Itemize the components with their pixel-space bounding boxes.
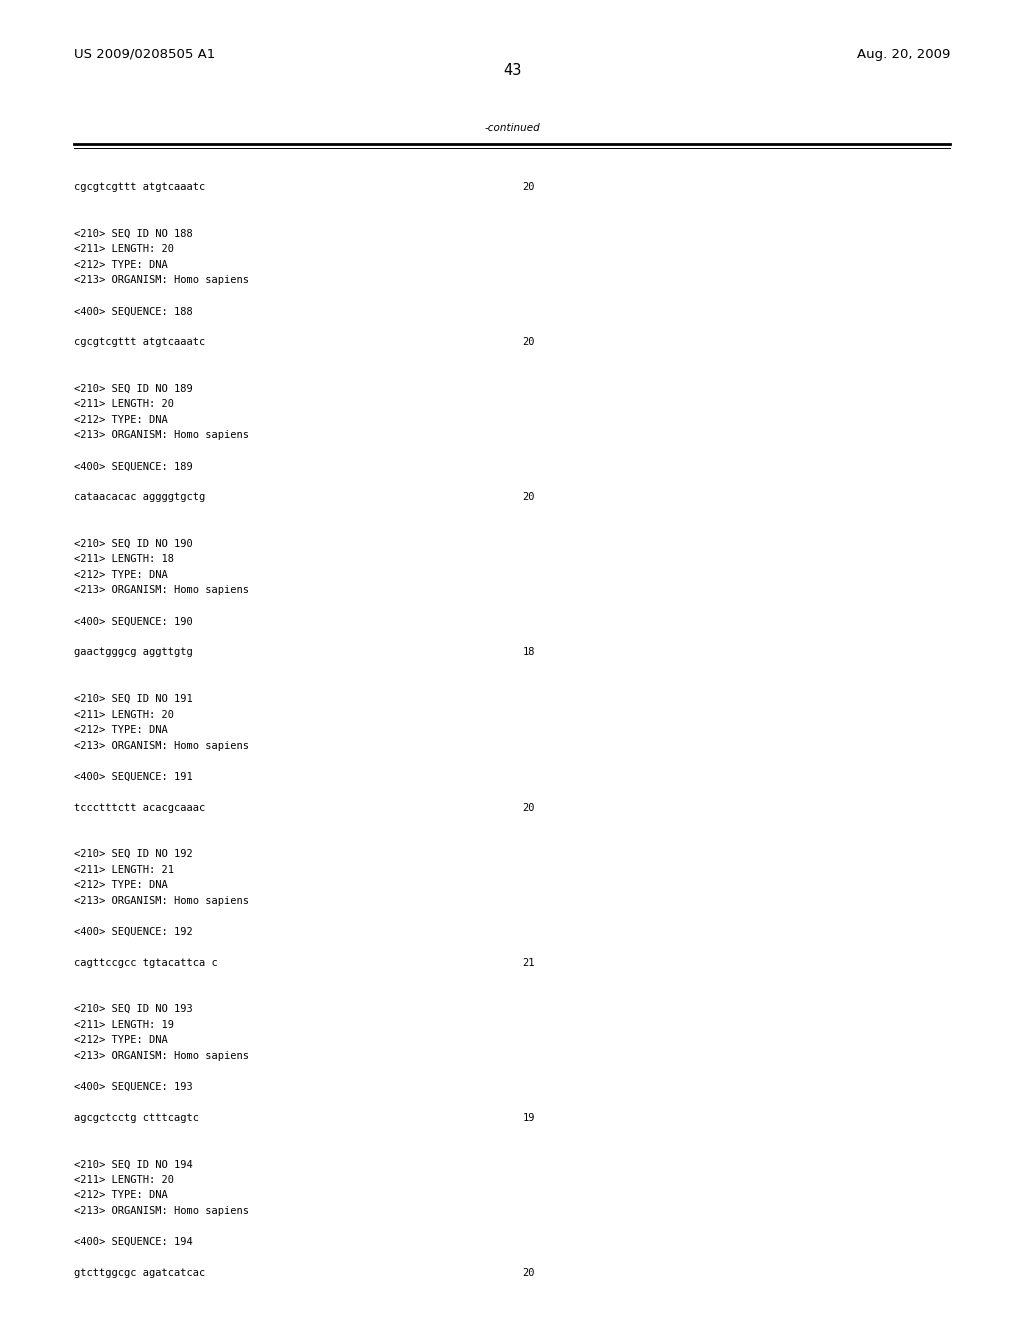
Text: <210> SEQ ID NO 191: <210> SEQ ID NO 191	[74, 694, 193, 704]
Text: <211> LENGTH: 20: <211> LENGTH: 20	[74, 710, 174, 719]
Text: <212> TYPE: DNA: <212> TYPE: DNA	[74, 414, 168, 425]
Text: <211> LENGTH: 21: <211> LENGTH: 21	[74, 865, 174, 875]
Text: <213> ORGANISM: Homo sapiens: <213> ORGANISM: Homo sapiens	[74, 1206, 249, 1216]
Text: cagttccgcc tgtacattca c: cagttccgcc tgtacattca c	[74, 958, 217, 968]
Text: <213> ORGANISM: Homo sapiens: <213> ORGANISM: Homo sapiens	[74, 741, 249, 751]
Text: gaactgggcg aggttgtg: gaactgggcg aggttgtg	[74, 647, 193, 657]
Text: cgcgtcgttt atgtcaaatc: cgcgtcgttt atgtcaaatc	[74, 338, 205, 347]
Text: <212> TYPE: DNA: <212> TYPE: DNA	[74, 1191, 168, 1200]
Text: <212> TYPE: DNA: <212> TYPE: DNA	[74, 880, 168, 890]
Text: 20: 20	[522, 1267, 535, 1278]
Text: <400> SEQUENCE: 189: <400> SEQUENCE: 189	[74, 462, 193, 471]
Text: <211> LENGTH: 19: <211> LENGTH: 19	[74, 1019, 174, 1030]
Text: <400> SEQUENCE: 191: <400> SEQUENCE: 191	[74, 771, 193, 781]
Text: <400> SEQUENCE: 193: <400> SEQUENCE: 193	[74, 1082, 193, 1092]
Text: <400> SEQUENCE: 194: <400> SEQUENCE: 194	[74, 1237, 193, 1247]
Text: cgcgtcgttt atgtcaaatc: cgcgtcgttt atgtcaaatc	[74, 182, 205, 193]
Text: <210> SEQ ID NO 192: <210> SEQ ID NO 192	[74, 849, 193, 859]
Text: 43: 43	[503, 63, 521, 78]
Text: <211> LENGTH: 20: <211> LENGTH: 20	[74, 1175, 174, 1185]
Text: <210> SEQ ID NO 189: <210> SEQ ID NO 189	[74, 384, 193, 393]
Text: 20: 20	[522, 338, 535, 347]
Text: <211> LENGTH: 20: <211> LENGTH: 20	[74, 244, 174, 255]
Text: 18: 18	[522, 647, 535, 657]
Text: <212> TYPE: DNA: <212> TYPE: DNA	[74, 725, 168, 735]
Text: -continued: -continued	[484, 123, 540, 133]
Text: tccctttctt acacgcaaac: tccctttctt acacgcaaac	[74, 803, 205, 813]
Text: <211> LENGTH: 18: <211> LENGTH: 18	[74, 554, 174, 565]
Text: <210> SEQ ID NO 193: <210> SEQ ID NO 193	[74, 1005, 193, 1014]
Text: <213> ORGANISM: Homo sapiens: <213> ORGANISM: Homo sapiens	[74, 276, 249, 285]
Text: 20: 20	[522, 182, 535, 193]
Text: <400> SEQUENCE: 190: <400> SEQUENCE: 190	[74, 616, 193, 627]
Text: <210> SEQ ID NO 190: <210> SEQ ID NO 190	[74, 539, 193, 549]
Text: 21: 21	[522, 958, 535, 968]
Text: cataacacac aggggtgctg: cataacacac aggggtgctg	[74, 492, 205, 503]
Text: <212> TYPE: DNA: <212> TYPE: DNA	[74, 260, 168, 269]
Text: gtcttggcgc agatcatcac: gtcttggcgc agatcatcac	[74, 1267, 205, 1278]
Text: agcgctcctg ctttcagtc: agcgctcctg ctttcagtc	[74, 1113, 199, 1123]
Text: <213> ORGANISM: Homo sapiens: <213> ORGANISM: Homo sapiens	[74, 586, 249, 595]
Text: <210> SEQ ID NO 194: <210> SEQ ID NO 194	[74, 1159, 193, 1170]
Text: <211> LENGTH: 20: <211> LENGTH: 20	[74, 399, 174, 409]
Text: Aug. 20, 2009: Aug. 20, 2009	[857, 48, 950, 61]
Text: <210> SEQ ID NO 188: <210> SEQ ID NO 188	[74, 228, 193, 239]
Text: 20: 20	[522, 492, 535, 503]
Text: <212> TYPE: DNA: <212> TYPE: DNA	[74, 570, 168, 579]
Text: <400> SEQUENCE: 192: <400> SEQUENCE: 192	[74, 927, 193, 937]
Text: <212> TYPE: DNA: <212> TYPE: DNA	[74, 1035, 168, 1045]
Text: <213> ORGANISM: Homo sapiens: <213> ORGANISM: Homo sapiens	[74, 1051, 249, 1061]
Text: <400> SEQUENCE: 188: <400> SEQUENCE: 188	[74, 306, 193, 317]
Text: 19: 19	[522, 1113, 535, 1123]
Text: US 2009/0208505 A1: US 2009/0208505 A1	[74, 48, 215, 61]
Text: 20: 20	[522, 803, 535, 813]
Text: <213> ORGANISM: Homo sapiens: <213> ORGANISM: Homo sapiens	[74, 430, 249, 441]
Text: <213> ORGANISM: Homo sapiens: <213> ORGANISM: Homo sapiens	[74, 895, 249, 906]
